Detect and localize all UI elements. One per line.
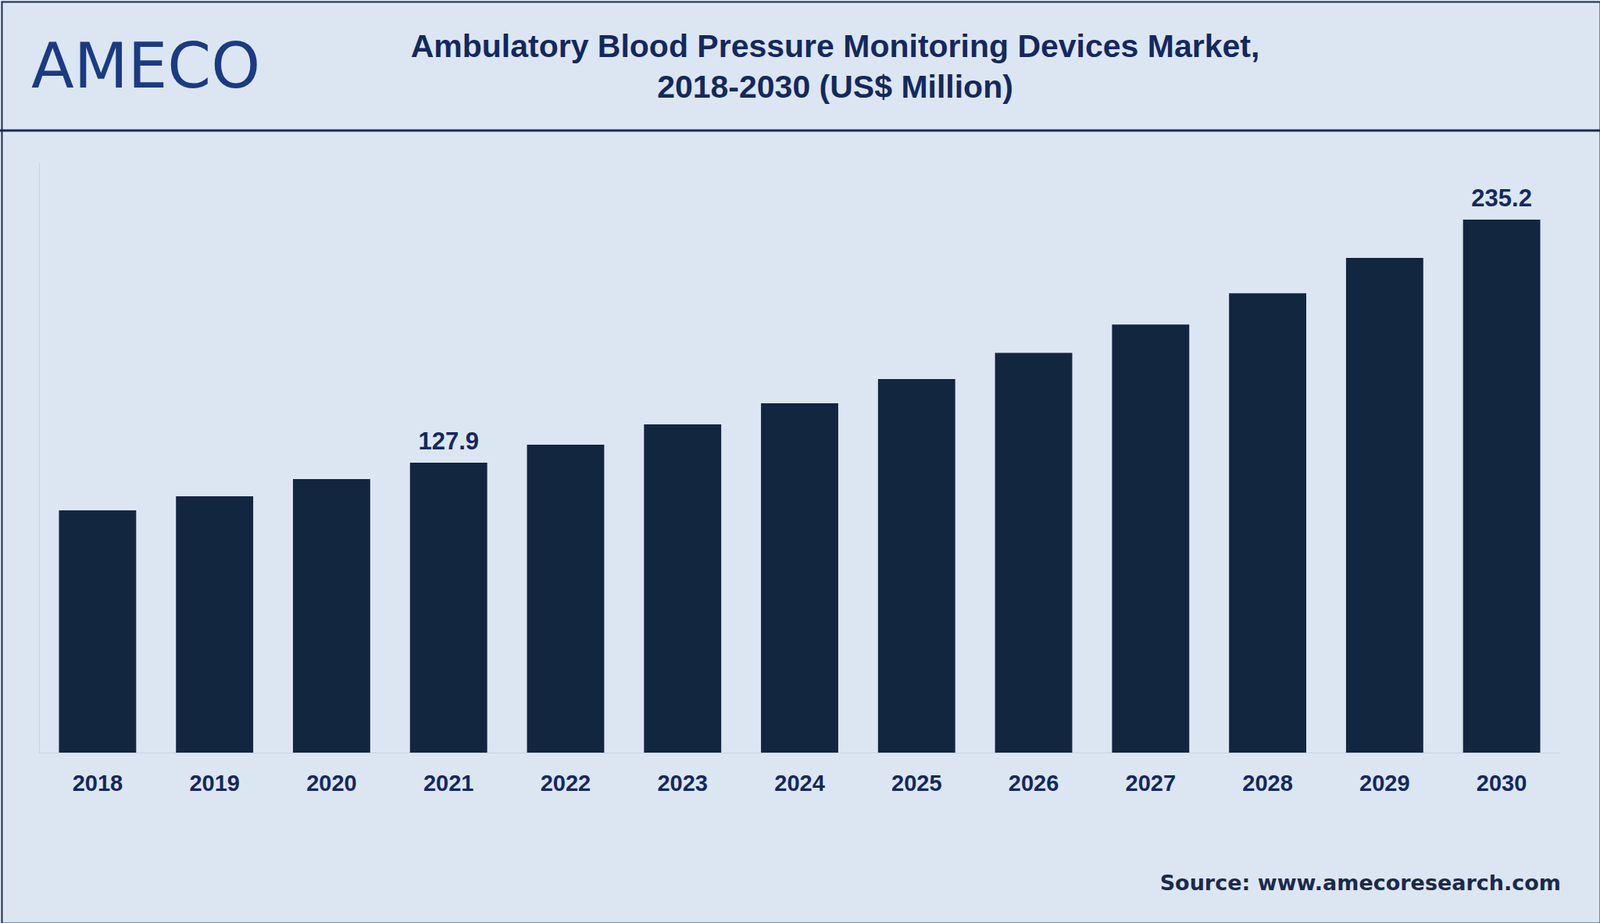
svg-text:2027: 2027: [1125, 770, 1177, 796]
svg-text:2018: 2018: [72, 770, 124, 796]
svg-text:2025: 2025: [891, 770, 943, 796]
svg-text:2021: 2021: [423, 770, 475, 796]
svg-text:2018-2030 (US$ Million): 2018-2030 (US$ Million): [657, 68, 1014, 105]
svg-text:2026: 2026: [1008, 770, 1060, 796]
svg-text:235.2: 235.2: [1471, 184, 1533, 212]
svg-text:127.9: 127.9: [417, 427, 479, 455]
svg-text:2024: 2024: [774, 770, 825, 796]
svg-text:2023: 2023: [657, 770, 708, 796]
svg-text:2030: 2030: [1476, 770, 1528, 796]
svg-text:AMECO: AMECO: [31, 29, 261, 103]
svg-text:2029: 2029: [1359, 770, 1411, 796]
svg-text:2028: 2028: [1242, 770, 1293, 796]
svg-text:Source: www.amecoresearch.com: Source: www.amecoresearch.com: [1160, 870, 1561, 895]
svg-text:2022: 2022: [540, 770, 592, 796]
svg-text:2020: 2020: [306, 770, 358, 796]
svg-text:2019: 2019: [189, 770, 240, 796]
svg-text:Ambulatory Blood Pressure Moni: Ambulatory Blood Pressure Monitoring Dev…: [410, 28, 1261, 65]
